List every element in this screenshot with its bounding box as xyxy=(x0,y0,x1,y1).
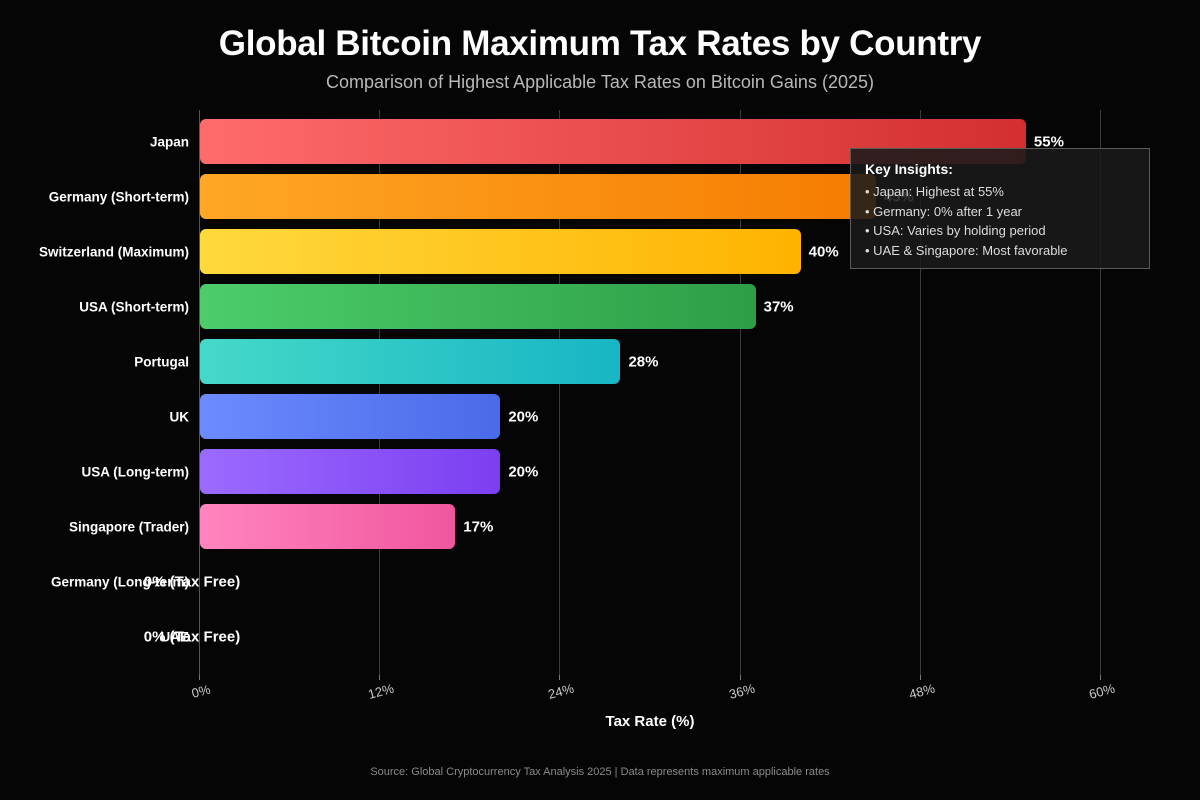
y-axis-spine xyxy=(199,110,200,675)
insight-line: • Japan: Highest at 55% xyxy=(865,184,1004,199)
bar-value-label: 0% (Tax Free) xyxy=(143,573,241,590)
bar-row[interactable]: UK 20% xyxy=(0,389,1200,444)
y-axis-category-label: Switzerland (Maximum) xyxy=(38,244,189,259)
bar-row[interactable]: Portugal 28% xyxy=(0,334,1200,389)
y-axis-category-label: Germany (Long-term) xyxy=(50,574,189,589)
bar-row[interactable]: USA (Short-term) 37% xyxy=(0,279,1200,334)
bar[interactable] xyxy=(200,229,801,274)
bar-value-label: 40% xyxy=(808,243,839,260)
insight-line: • UAE & Singapore: Most favorable xyxy=(865,242,1068,258)
insights-list: • Japan: Highest at 55% • Germany: 0% aft… xyxy=(865,182,1149,260)
bar-value-label: 28% xyxy=(628,353,659,370)
bar[interactable] xyxy=(200,284,756,329)
bar-value-label: 55% xyxy=(1033,133,1064,150)
bar-value-label: 17% xyxy=(463,518,494,535)
y-axis-category-label: USA (Long-term) xyxy=(81,464,190,479)
x-axis-tick-label: 0% xyxy=(189,681,212,701)
bar[interactable] xyxy=(200,174,876,219)
y-axis-category-label: USA (Short-term) xyxy=(79,299,189,314)
x-axis-tick-label: 12% xyxy=(366,680,396,702)
insights-title: Key Insights: xyxy=(865,161,953,177)
bar[interactable] xyxy=(200,339,621,384)
key-insights-box: Key Insights: • Japan: Highest at 55% • G… xyxy=(850,148,1150,269)
gridline xyxy=(919,110,921,675)
x-axis-tick-mark xyxy=(379,675,381,680)
footer-note: Source: Global Cryptocurrency Tax Analys… xyxy=(370,766,830,778)
x-axis-tick-label: 48% xyxy=(907,680,937,702)
bar-row[interactable]: USA (Long-term) 20% xyxy=(0,444,1200,499)
x-axis-tick-mark xyxy=(199,675,200,680)
x-axis-tick-mark xyxy=(1100,675,1101,680)
chart-subtitle: Comparison of Highest Applicable Tax Rat… xyxy=(326,72,874,92)
bar-value-label: 37% xyxy=(763,298,794,315)
bar[interactable] xyxy=(200,449,501,494)
y-axis-category-label: Japan xyxy=(149,134,189,149)
gridline xyxy=(1100,110,1101,675)
bar-row[interactable]: UAE 0% (Tax Free) xyxy=(0,609,1200,664)
y-axis-category-label: Germany (Short-term) xyxy=(48,189,189,204)
bar-value-label: 20% xyxy=(508,408,539,425)
bar-row[interactable]: Switzerland (Maximum) 40% xyxy=(0,224,1200,279)
x-axis-tick-label: 24% xyxy=(546,680,576,702)
page-title: Global Bitcoin Maximum Tax Rates by Coun… xyxy=(218,24,982,63)
bar[interactable] xyxy=(200,394,501,439)
x-axis-tick-mark xyxy=(559,675,561,680)
bar-value-label: 20% xyxy=(508,463,539,480)
y-axis-category-label: Singapore (Trader) xyxy=(68,519,189,534)
bar[interactable] xyxy=(200,504,456,549)
x-axis-tick-label: 36% xyxy=(727,680,757,702)
x-axis-tick-mark xyxy=(739,675,741,680)
bar-value-label: 0% (Tax Free) xyxy=(143,628,241,645)
bar-row[interactable]: Singapore (Trader) 17% xyxy=(0,499,1200,554)
x-axis-title: Tax Rate (%) xyxy=(605,713,695,730)
bar-row[interactable]: Germany (Long-term) 0% (Tax Free) xyxy=(0,554,1200,609)
x-axis-tick-label: 60% xyxy=(1087,680,1117,702)
gridline xyxy=(379,110,381,675)
y-axis-category-label: UAE xyxy=(160,629,189,644)
gridline xyxy=(559,110,561,675)
y-axis-category-label: Portugal xyxy=(134,354,189,369)
insight-line: • USA: Varies by holding period xyxy=(865,223,1046,239)
x-axis-tick-mark xyxy=(919,675,921,680)
gridline xyxy=(739,110,741,675)
y-axis-category-label: UK xyxy=(169,409,190,424)
insight-line: • Germany: 0% after 1 year xyxy=(865,203,1023,219)
